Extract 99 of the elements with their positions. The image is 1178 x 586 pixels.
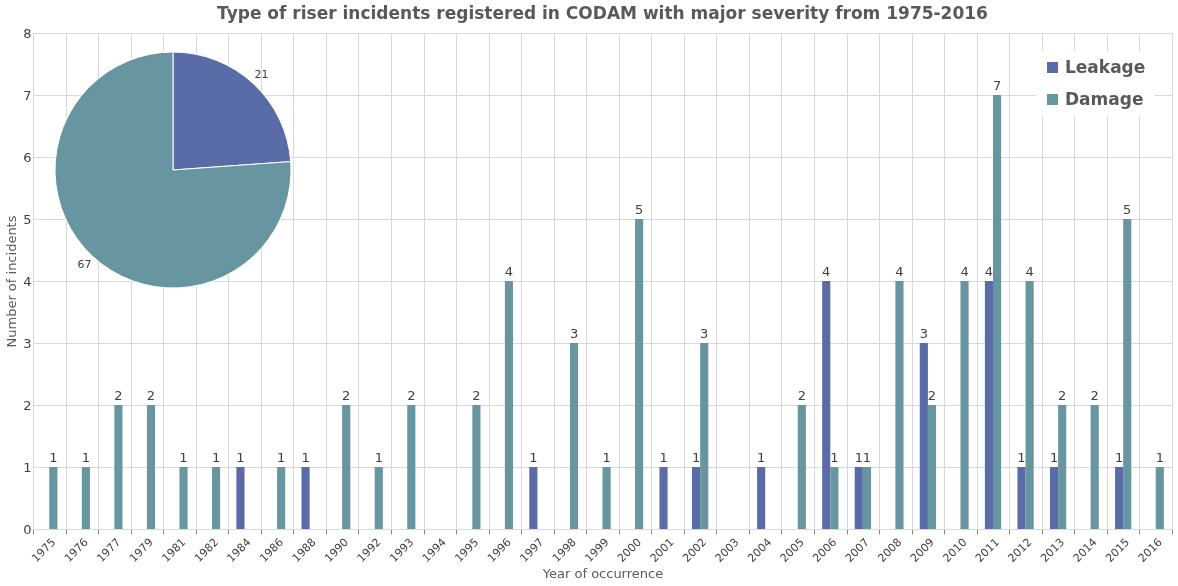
data-label: 1	[1114, 450, 1124, 465]
bar	[691, 467, 701, 529]
bar	[1025, 281, 1034, 529]
bar	[895, 281, 904, 529]
data-label: 2	[1090, 388, 1099, 403]
bar	[854, 467, 863, 529]
data-label: 1	[529, 450, 538, 465]
x-axis-title: Year of occurrence	[541, 566, 664, 582]
bar	[797, 405, 806, 529]
data-label: 4	[960, 264, 969, 279]
data-label: 1	[49, 450, 58, 465]
bar	[1155, 467, 1164, 529]
bar	[927, 405, 937, 529]
data-label: 3	[919, 326, 928, 341]
bar	[49, 467, 58, 529]
bar	[342, 405, 351, 529]
data-label: 1	[1155, 450, 1164, 465]
bar	[1017, 467, 1026, 529]
bar	[659, 467, 668, 529]
y-tick-label: 1	[23, 459, 32, 475]
data-label: 4	[822, 264, 831, 279]
y-tick-label: 7	[23, 87, 32, 103]
bar	[211, 467, 221, 529]
bar	[1049, 467, 1059, 529]
data-label: 2	[146, 388, 156, 403]
data-label: 1	[854, 450, 863, 465]
bar	[146, 405, 156, 529]
data-label: 4	[504, 264, 514, 279]
chart-title: Type of riser incidents registered in CODAM with major severity from 1975-2016	[217, 3, 988, 23]
bar	[602, 467, 611, 529]
bar	[960, 281, 969, 529]
data-label: 2	[407, 388, 416, 403]
bar	[862, 467, 871, 529]
bar	[114, 405, 123, 529]
data-label: 2	[1058, 388, 1067, 403]
data-label: 1	[236, 450, 245, 465]
bar	[635, 219, 644, 529]
data-label: 5	[634, 202, 644, 217]
y-tick-label: 0	[23, 521, 32, 537]
data-label: 1	[301, 450, 310, 465]
data-label: 1	[830, 450, 839, 465]
bar	[1090, 405, 1099, 529]
data-label: 4	[1025, 264, 1034, 279]
y-tick-label: 2	[23, 397, 32, 413]
data-label: 2	[114, 388, 123, 403]
bar	[529, 467, 538, 529]
data-label: 4	[984, 264, 994, 279]
data-label: 1	[757, 450, 766, 465]
bar	[236, 467, 245, 529]
data-label: 1	[277, 450, 286, 465]
legend-label: Leakage	[1065, 56, 1146, 77]
bar	[1115, 467, 1124, 529]
bar	[81, 467, 90, 529]
data-label: 1	[862, 450, 872, 465]
y-axis-title: Number of incidents	[4, 215, 20, 348]
bar	[1123, 219, 1132, 529]
bar	[919, 343, 928, 529]
data-label: 1	[691, 450, 701, 465]
legend-label: Damage	[1065, 88, 1144, 109]
bar	[179, 467, 188, 529]
data-label: 2	[927, 388, 937, 403]
data-label: 2	[797, 388, 806, 403]
bar	[472, 405, 481, 529]
data-label: 1	[211, 450, 221, 465]
data-label: 21	[254, 67, 269, 81]
data-label: 67	[77, 258, 92, 272]
data-label: 1	[659, 450, 668, 465]
bar	[993, 95, 1002, 529]
bar	[374, 467, 383, 529]
data-label: 2	[472, 388, 481, 403]
bar	[984, 281, 994, 529]
data-label: 7	[992, 78, 1002, 93]
y-tick-label: 5	[23, 211, 32, 227]
y-tick-label: 6	[23, 149, 32, 165]
data-label: 3	[569, 326, 579, 341]
data-label: 2	[342, 388, 351, 403]
bar	[757, 467, 766, 529]
data-label: 3	[700, 326, 709, 341]
bar	[830, 467, 839, 529]
bar	[822, 281, 831, 529]
y-tick-label: 4	[23, 273, 32, 289]
data-label: 1	[602, 450, 611, 465]
pie-slice	[54, 51, 292, 289]
data-label: 1	[374, 450, 383, 465]
data-label: 1	[81, 450, 91, 465]
bar	[1058, 405, 1067, 529]
bar	[504, 281, 514, 529]
bar	[569, 343, 579, 529]
bar	[301, 467, 310, 529]
data-label: 5	[1123, 202, 1132, 217]
bar	[407, 405, 416, 529]
y-tick-label: 3	[23, 335, 32, 351]
data-label: 4	[895, 264, 904, 279]
bar	[277, 467, 286, 529]
data-label: 1	[179, 450, 188, 465]
y-tick-label: 8	[23, 25, 32, 41]
data-label: 1	[1017, 450, 1026, 465]
bar	[700, 343, 709, 529]
data-label: 1	[1049, 450, 1059, 465]
